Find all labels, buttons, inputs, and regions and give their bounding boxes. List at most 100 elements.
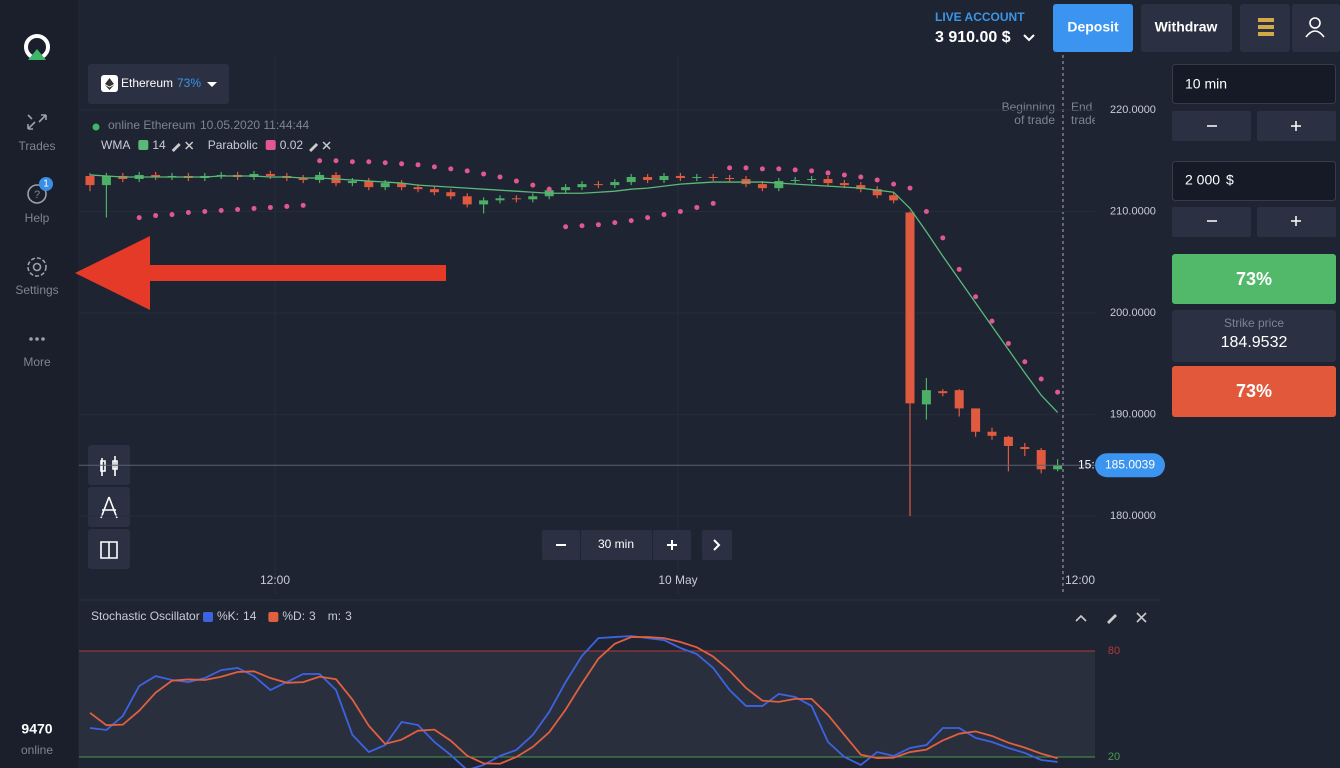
account-label: LIVE ACCOUNT: [935, 10, 1025, 24]
lower-button[interactable]: 73%: [1172, 366, 1336, 417]
candle-body: [708, 176, 718, 179]
balance[interactable]: 3 910.00 $: [935, 29, 1011, 46]
parabolic-dot: [579, 223, 585, 229]
level-label: 20: [1108, 751, 1120, 763]
candle-body: [905, 212, 915, 404]
parabolic-dot: [956, 266, 962, 272]
candle-body: [528, 196, 538, 200]
time-minus[interactable]: [1172, 111, 1251, 141]
candle-body: [790, 180, 800, 182]
strike-price: 184.9532: [1221, 334, 1288, 351]
parabolic-dot: [989, 318, 995, 324]
parabolic-dot: [677, 209, 683, 214]
icon: ?: [34, 189, 40, 201]
withdraw-button[interactable]: Withdraw: [1141, 4, 1232, 52]
parabolic-dot: [530, 182, 536, 188]
asset-payout: 73%: [177, 76, 201, 90]
param-label: %D:: [282, 609, 305, 623]
time-label: 12:00: [1065, 573, 1095, 587]
collapse-button[interactable]: [1075, 614, 1087, 622]
candle-body: [1036, 450, 1046, 470]
parabolic-dot: [153, 213, 159, 219]
timeframe-box: [581, 530, 652, 560]
profile-button[interactable]: [1292, 4, 1340, 52]
remove-icon[interactable]: [185, 141, 194, 150]
parabolic-dot: [710, 200, 716, 206]
parabolic-dot: [858, 174, 864, 180]
candle-body: [659, 175, 669, 181]
nav-label: Settings: [15, 283, 58, 297]
asset-selector[interactable]: Ethereum 73%: [88, 64, 229, 104]
nav-label: Help: [25, 211, 50, 225]
close-button[interactable]: [1136, 612, 1147, 623]
button-label: Withdraw: [1155, 19, 1218, 35]
price-tick-label: 210.0000: [1110, 205, 1156, 217]
edit-button[interactable]: [1107, 614, 1117, 624]
amount-minus[interactable]: [1172, 207, 1251, 237]
zoom-in[interactable]: [653, 530, 691, 560]
button-label: Deposit: [1067, 19, 1119, 35]
indicator-name: Parabolic: [208, 138, 258, 152]
candle-body: [1020, 446, 1030, 450]
param-value: 3: [309, 609, 316, 623]
next-button[interactable]: [702, 530, 732, 560]
asset-name: Ethereum: [121, 76, 173, 90]
indicator-swatch: [138, 140, 149, 150]
drawing-button[interactable]: [88, 487, 130, 527]
parabolic-dot: [497, 174, 503, 180]
settings-item[interactable]: Settings: [15, 257, 59, 297]
edit-icon[interactable]: [171, 143, 181, 152]
candle-body: [626, 176, 636, 183]
candle-body: [823, 179, 833, 184]
parabolic-dot: [415, 162, 421, 168]
candle-body: [725, 178, 735, 180]
parabolic-dot: [612, 220, 618, 226]
logo: [24, 34, 50, 60]
candle-body: [872, 189, 882, 196]
time-plus[interactable]: [1257, 111, 1336, 141]
parabolic-dot: [973, 294, 979, 300]
amount-input[interactable]: 2 000 $: [1172, 161, 1336, 201]
trades-item[interactable]: Trades: [19, 114, 56, 153]
candle-body: [347, 181, 357, 184]
parabolic-dot: [481, 171, 487, 177]
parabolic-dot: [940, 235, 946, 241]
status-button[interactable]: [1240, 4, 1290, 52]
zoom-out[interactable]: [542, 530, 580, 560]
candle-body: [593, 184, 603, 186]
amount-plus[interactable]: [1257, 207, 1336, 237]
candle-body: [889, 195, 899, 201]
parabolic-dot: [382, 160, 388, 166]
status: online Ethereum: [108, 118, 195, 132]
parabolic-dot: [891, 181, 897, 187]
parabolic-dot: [251, 205, 257, 211]
candle-body: [774, 181, 784, 189]
parabolic-dot: [284, 203, 290, 209]
edit-icon[interactable]: [309, 143, 319, 152]
parabolic-dot: [907, 185, 913, 191]
param-label: %K:: [217, 609, 239, 623]
more-item[interactable]: More: [23, 337, 51, 369]
candle-body: [757, 184, 767, 189]
sidebar: [0, 0, 78, 768]
layout-button[interactable]: [88, 529, 130, 569]
badge: 1: [43, 179, 49, 190]
deposit-button[interactable]: Deposit: [1053, 4, 1133, 52]
time-input[interactable]: 10 min: [1172, 64, 1336, 104]
online-dot: [92, 123, 100, 131]
candle-body: [971, 408, 981, 432]
marker-label: of trade: [1014, 113, 1055, 127]
remove-icon[interactable]: [322, 141, 331, 150]
parabolic-dot: [349, 159, 355, 165]
candle-body: [85, 175, 95, 186]
parabolic-dot: [825, 170, 831, 176]
time-label: 10 May: [658, 573, 697, 587]
higher-button[interactable]: 73%: [1172, 254, 1336, 304]
parabolic-dot: [595, 222, 601, 228]
help-item[interactable]: ?1 Help: [25, 177, 53, 225]
candle-body: [643, 176, 653, 181]
timer: 15:: [1078, 457, 1095, 471]
candle-body: [856, 185, 866, 190]
parabolic-dot: [366, 159, 372, 165]
current-price: 185.0039: [1105, 457, 1155, 471]
